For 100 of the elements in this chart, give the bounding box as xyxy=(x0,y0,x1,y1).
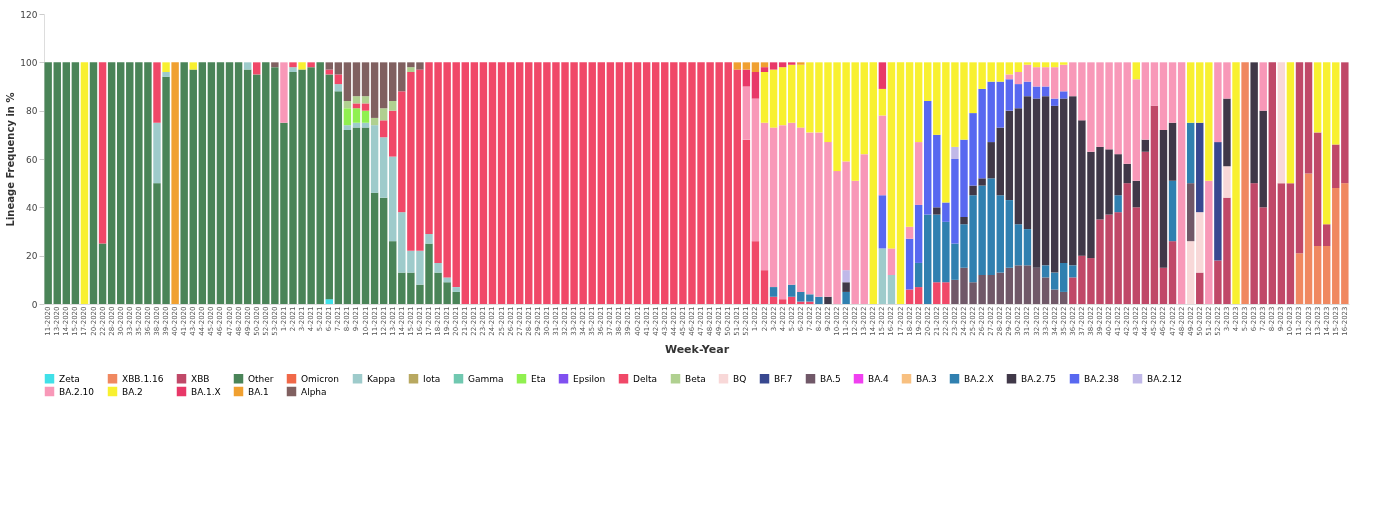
bar xyxy=(515,62,524,304)
bar xyxy=(733,69,742,304)
bar xyxy=(606,62,615,304)
bar xyxy=(1141,139,1150,152)
y-tick-label: 60 xyxy=(26,154,38,165)
bar xyxy=(1023,96,1032,230)
bar xyxy=(1286,183,1295,304)
bar xyxy=(370,117,379,126)
bar xyxy=(361,103,370,111)
bar xyxy=(153,122,161,184)
bar xyxy=(933,207,941,215)
bar xyxy=(1032,62,1041,68)
bar xyxy=(1295,62,1304,254)
legend-label: XBB xyxy=(191,373,210,384)
bar xyxy=(1322,62,1331,225)
bar xyxy=(1032,86,1041,99)
bar xyxy=(924,62,932,101)
bar xyxy=(1041,62,1050,68)
legend-label: Beta xyxy=(685,373,706,384)
bar xyxy=(661,62,669,304)
legend-label: BA.2.10 xyxy=(59,386,95,397)
bar xyxy=(1322,224,1331,246)
bar xyxy=(996,127,1004,196)
bar xyxy=(107,62,116,304)
bar xyxy=(1186,62,1195,123)
bar xyxy=(878,195,887,249)
bar xyxy=(742,62,751,70)
bar xyxy=(760,67,769,72)
bar xyxy=(1168,122,1177,181)
legend-label: Gamma xyxy=(468,373,504,384)
bar xyxy=(1341,62,1349,184)
bar xyxy=(1050,67,1059,99)
y-tick-label: 80 xyxy=(26,106,38,117)
bar xyxy=(914,287,923,304)
bar xyxy=(225,62,234,304)
legend-label: Other xyxy=(248,373,274,384)
bar xyxy=(615,62,624,304)
bar xyxy=(1005,110,1014,201)
bar xyxy=(1132,207,1140,304)
bar xyxy=(334,74,343,85)
bar xyxy=(361,127,370,304)
bar xyxy=(334,62,343,75)
bar xyxy=(797,127,805,292)
bar xyxy=(162,72,170,77)
bar xyxy=(253,74,261,304)
bar xyxy=(1341,183,1349,304)
bar xyxy=(797,62,805,65)
bar xyxy=(914,62,923,143)
bar xyxy=(969,185,977,196)
bar xyxy=(271,62,279,68)
bar xyxy=(769,296,778,304)
bar xyxy=(878,88,887,116)
bar xyxy=(760,72,769,123)
bar xyxy=(1168,241,1177,304)
bar xyxy=(842,270,850,283)
bar xyxy=(1196,122,1204,213)
bar xyxy=(996,195,1004,273)
legend-label: BA.1 xyxy=(248,386,269,397)
bar xyxy=(1332,188,1340,304)
bar xyxy=(778,67,787,126)
bar xyxy=(1050,272,1059,290)
bar xyxy=(1196,62,1204,123)
bar xyxy=(425,233,433,244)
bar xyxy=(1313,246,1322,304)
bar xyxy=(842,291,850,304)
bar xyxy=(389,110,397,157)
bar xyxy=(1023,64,1032,82)
bar xyxy=(1241,62,1249,304)
bar xyxy=(1014,62,1023,72)
bar xyxy=(960,217,968,225)
legend-label: Alpha xyxy=(301,386,327,397)
bar xyxy=(289,62,297,68)
bar xyxy=(751,241,760,304)
bar xyxy=(443,277,451,283)
bar xyxy=(234,62,243,304)
bar xyxy=(1050,105,1059,273)
bar xyxy=(343,101,352,109)
bar xyxy=(1023,81,1032,97)
bar xyxy=(1223,98,1231,167)
bar xyxy=(389,62,397,101)
legend-label: XBB.1.16 xyxy=(122,373,164,384)
bar xyxy=(1141,62,1150,140)
bar xyxy=(1069,265,1077,278)
bar xyxy=(1141,151,1150,304)
bar xyxy=(1060,291,1068,304)
bar xyxy=(243,69,252,304)
bar xyxy=(352,103,361,109)
bar xyxy=(1014,108,1023,225)
bar xyxy=(98,62,107,244)
bar xyxy=(1196,272,1204,304)
bar xyxy=(343,130,352,304)
bar xyxy=(298,62,306,70)
bar xyxy=(198,62,207,304)
bar xyxy=(1014,84,1023,109)
bar xyxy=(352,127,361,304)
bar xyxy=(1150,62,1159,106)
bar xyxy=(325,299,333,304)
bar xyxy=(470,62,479,304)
bar xyxy=(1250,183,1258,304)
bar xyxy=(389,241,397,304)
